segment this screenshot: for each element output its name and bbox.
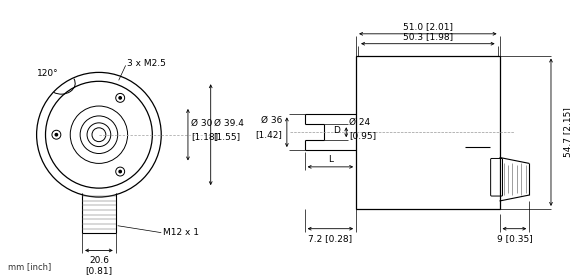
- Text: mm [inch]: mm [inch]: [8, 262, 51, 271]
- Text: Ø 24: Ø 24: [349, 118, 370, 127]
- Text: Ø 30: Ø 30: [191, 118, 212, 127]
- Circle shape: [119, 97, 121, 99]
- Circle shape: [55, 134, 58, 136]
- Text: M12 x 1: M12 x 1: [163, 228, 200, 237]
- Text: L: L: [328, 155, 333, 165]
- Text: 51.0 [2.01]: 51.0 [2.01]: [403, 22, 453, 31]
- Circle shape: [119, 170, 121, 173]
- Text: 3 x M2.5: 3 x M2.5: [127, 59, 165, 68]
- Bar: [356, 56, 499, 209]
- Text: 9 [0.35]: 9 [0.35]: [496, 234, 532, 243]
- Text: [0.95]: [0.95]: [349, 131, 376, 140]
- Text: [1.55]: [1.55]: [214, 132, 241, 141]
- Text: 50.3 [1.98]: 50.3 [1.98]: [403, 32, 453, 41]
- Text: [1.18]: [1.18]: [191, 132, 218, 141]
- Text: [0.81]: [0.81]: [86, 266, 112, 275]
- Text: 7.2 [0.28]: 7.2 [0.28]: [308, 234, 352, 243]
- Text: Ø 39.4: Ø 39.4: [214, 118, 243, 127]
- Text: 54.7 [2.15]: 54.7 [2.15]: [563, 107, 570, 157]
- Text: 120°: 120°: [36, 69, 58, 78]
- Text: [1.42]: [1.42]: [255, 130, 282, 139]
- Text: D: D: [333, 126, 340, 135]
- Text: 20.6: 20.6: [89, 256, 109, 265]
- Text: Ø 36: Ø 36: [260, 116, 282, 125]
